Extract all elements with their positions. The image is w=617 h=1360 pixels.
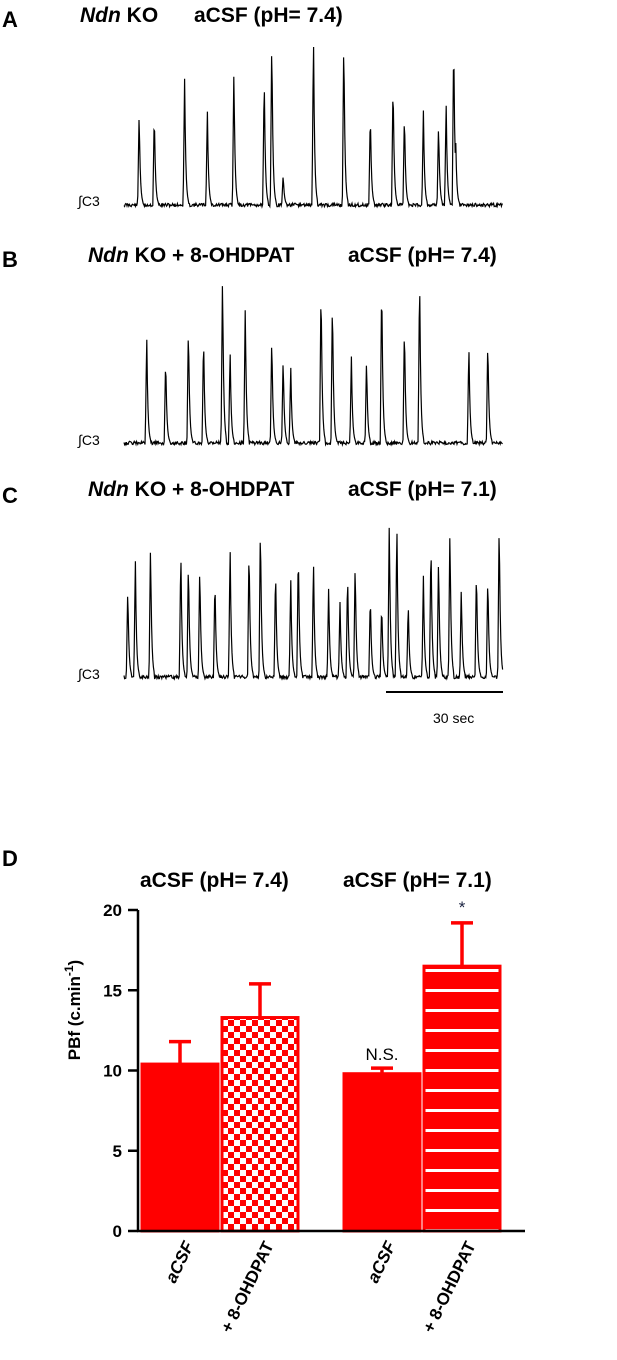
error-bar-2	[371, 1066, 393, 1074]
panel-a-title: Ndn KO	[80, 4, 158, 27]
x-category-label-2: aCSF	[363, 1238, 399, 1286]
panel-a-trace-label: ∫C3	[77, 193, 100, 209]
bar-2	[342, 1072, 422, 1233]
panel-b-genotype: Ndn	[88, 244, 129, 267]
y-tick-label-1: 5	[113, 1142, 122, 1161]
bar-chart: D aCSF (pH= 7.4) aCSF (pH= 7.1) PBf (c.m…	[2, 846, 525, 1336]
panel-a-genotype: Ndn	[80, 4, 121, 27]
bar-0	[140, 1062, 220, 1233]
panel-a: A Ndn KO aCSF (pH= 7.4) ∫C3	[2, 4, 504, 209]
panel-a-solution: aCSF (pH= 7.4)	[194, 4, 343, 27]
panel-b-trace-label: ∫C3	[77, 432, 100, 448]
panel-label-b: B	[2, 247, 18, 272]
panel-c-trace-label: ∫C3	[77, 666, 100, 682]
panel-b: B Ndn KO + 8-OHDPAT aCSF (pH= 7.4) ∫C3	[2, 244, 503, 448]
panel-b-trace	[123, 286, 503, 447]
bars: N.S. *	[140, 898, 502, 1233]
error-bar-0	[169, 1039, 191, 1065]
bar-1	[220, 1016, 300, 1233]
panel-c-genotype: Ndn	[88, 478, 129, 501]
panel-label-d: D	[2, 846, 18, 871]
panel-c-solution: aCSF (pH= 7.1)	[348, 478, 497, 501]
panel-a-title-rest: KO	[121, 4, 158, 27]
y-tick-label-4: 20	[103, 901, 122, 920]
group-title-2: aCSF (pH= 7.1)	[343, 869, 492, 892]
x-category-label-0: aCSF	[161, 1238, 197, 1286]
panel-b-title-rest: KO + 8-OHDPAT	[129, 244, 295, 267]
y-tick-label-3: 15	[103, 981, 122, 1000]
panel-label-a: A	[2, 7, 18, 32]
panel-label-c: C	[2, 483, 18, 508]
y-axis-ticks: 0 5 10 15 20	[103, 901, 138, 1241]
x-axis-categories: aCSF + 8-OHDPAT aCSF + 8-OHDPAT	[161, 1238, 479, 1336]
panel-b-title: Ndn KO + 8-OHDPAT	[88, 244, 294, 267]
annotation-2: N.S.	[365, 1045, 398, 1064]
y-tick-label-0: 0	[113, 1222, 122, 1241]
x-category-label-1: + 8-OHDPAT	[217, 1238, 278, 1336]
y-axis-label: PBf (c.min-1)	[62, 960, 84, 1060]
panel-c-trace	[123, 527, 504, 681]
annotation-3: *	[459, 898, 466, 917]
panel-b-solution: aCSF (pH= 7.4)	[348, 244, 497, 267]
panel-c-title-rest: KO + 8-OHDPAT	[129, 478, 295, 501]
group-title-1: aCSF (pH= 7.4)	[140, 869, 289, 892]
x-category-label-3: + 8-OHDPAT	[419, 1238, 480, 1336]
panel-c-title: Ndn KO + 8-OHDPAT	[88, 478, 294, 501]
error-bar-3	[451, 921, 473, 967]
y-tick-label-2: 10	[103, 1062, 122, 1081]
error-bar-1	[249, 982, 271, 1018]
panel-a-trace	[123, 46, 504, 209]
panel-c: C Ndn KO + 8-OHDPAT aCSF (pH= 7.1) ∫C3 3…	[2, 478, 504, 726]
bar-3	[422, 964, 502, 1233]
scale-bar-label: 30 sec	[433, 710, 474, 726]
